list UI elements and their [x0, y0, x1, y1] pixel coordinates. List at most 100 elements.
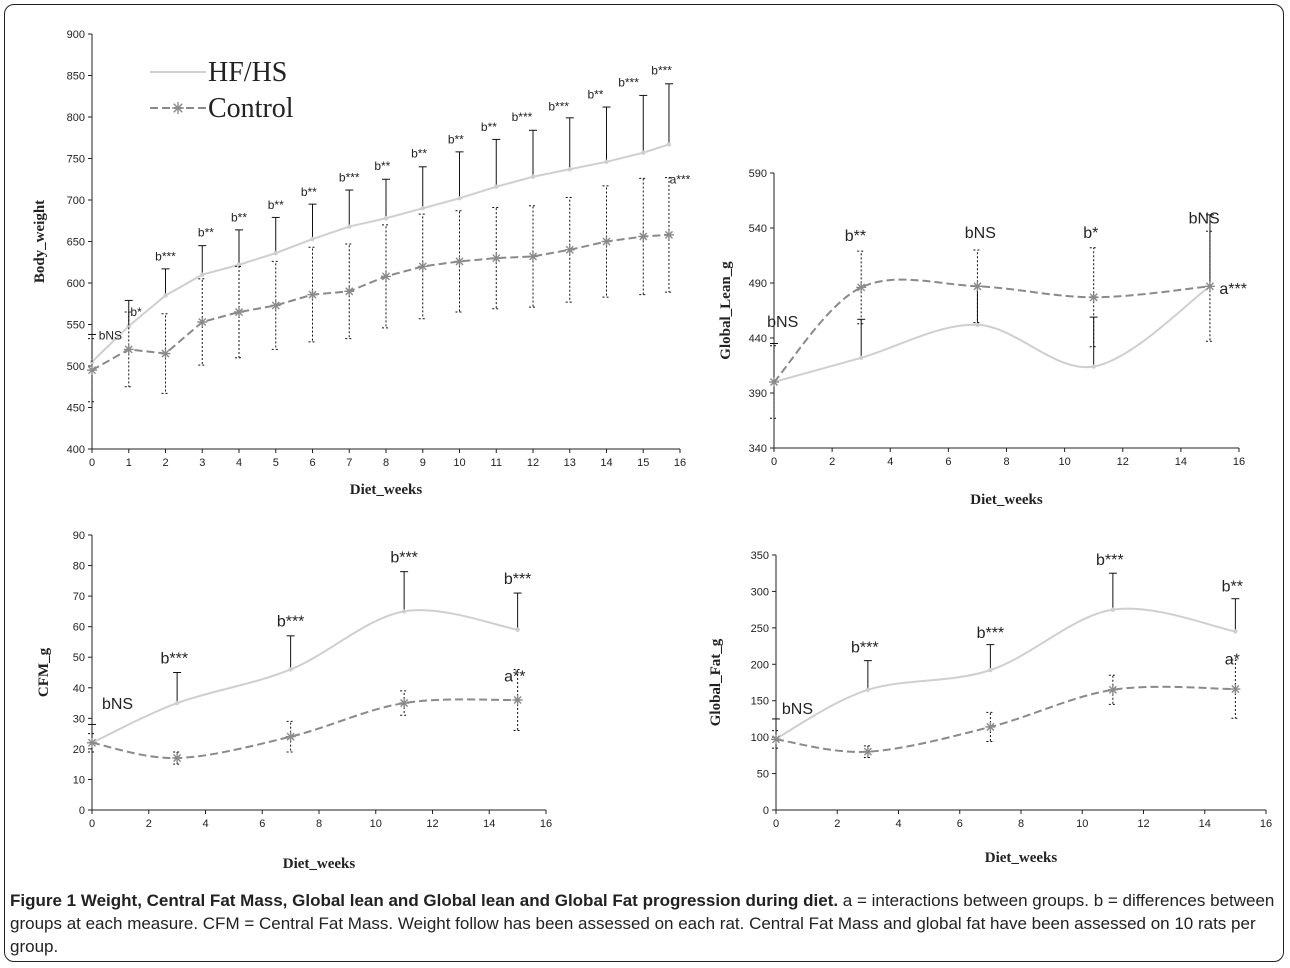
error-bar	[286, 635, 295, 670]
x-tick-label: 12	[1137, 818, 1149, 830]
y-tick-label: 550	[67, 320, 85, 332]
error-bar	[173, 672, 182, 704]
data-point	[604, 159, 609, 165]
data-point	[172, 753, 183, 764]
x-tick-label: 8	[383, 457, 389, 469]
y-tick-label: 200	[751, 659, 769, 671]
significance-label: b**	[587, 88, 603, 102]
error-bar	[198, 278, 207, 366]
significance-label: b**	[481, 120, 497, 134]
x-tick-label: 6	[309, 457, 315, 469]
y-tick-label: 50	[757, 769, 769, 781]
x-tick-label: 5	[273, 457, 279, 469]
x-tick-label: 8	[1018, 818, 1024, 830]
error-bar	[986, 711, 995, 743]
data-point	[399, 698, 410, 709]
x-tick-label: 12	[527, 457, 539, 469]
x-tick-label: 14	[483, 818, 495, 830]
series-line	[91, 233, 670, 372]
error-bar	[1205, 214, 1214, 287]
y-tick-label: 100	[751, 732, 769, 744]
series-hfhs	[88, 83, 673, 365]
x-tick-label: 0	[89, 457, 95, 469]
significance-label: b***	[277, 614, 305, 631]
data-point	[160, 348, 171, 359]
error-bar	[639, 94, 648, 153]
error-bar	[529, 129, 537, 177]
data-point	[491, 253, 502, 264]
y-tick-label: 700	[67, 195, 85, 207]
data-point	[420, 206, 425, 211]
y-tick-label: 90	[73, 530, 85, 542]
y-tick-label: 600	[67, 278, 85, 290]
x-axis-label: Diet_weeks	[970, 492, 1043, 508]
y-tick-label: 340	[749, 443, 767, 455]
significance-label: b***	[851, 640, 879, 657]
error-bar	[286, 720, 295, 753]
series-hfhs	[772, 572, 1240, 741]
error-bar	[529, 205, 537, 308]
legend-item: HF/HS	[150, 57, 287, 88]
y-tick-label: 150	[751, 696, 769, 708]
x-tick-label: 0	[773, 818, 779, 830]
error-bar	[88, 338, 96, 403]
significance-label: b*	[1083, 225, 1098, 242]
x-tick-label: 2	[829, 456, 835, 468]
error-bar	[492, 138, 501, 187]
data-point	[1230, 684, 1241, 695]
series-line	[773, 278, 1211, 383]
y-tick-label: 440	[749, 333, 767, 345]
data-point	[856, 282, 867, 293]
significance-label: bNS	[99, 328, 122, 342]
error-bar	[161, 268, 170, 296]
x-tick-label: 10	[1076, 818, 1088, 830]
significance-label: b***	[651, 64, 672, 78]
significance-label: b*	[130, 305, 142, 319]
data-point	[1233, 629, 1238, 634]
x-tick-label: 2	[162, 457, 168, 469]
significance-label: b***	[977, 625, 1005, 642]
x-tick-label: 14	[1199, 818, 1211, 830]
data-point	[1204, 281, 1215, 292]
significance-label: b***	[504, 571, 532, 588]
x-tick-label: 6	[957, 818, 963, 830]
y-tick-label: 20	[73, 744, 85, 756]
data-point	[1110, 607, 1116, 612]
significance-label: b***	[339, 171, 360, 185]
significance-label: b***	[512, 110, 533, 124]
significance-label: bNS	[102, 696, 133, 713]
x-tick-label: 4	[236, 457, 242, 469]
significance-label: a**	[504, 669, 525, 686]
data-point	[236, 262, 242, 267]
y-tick-label: 0	[79, 805, 85, 817]
y-tick-label: 900	[67, 29, 85, 41]
x-tick-label: 16	[1233, 456, 1245, 468]
data-point	[307, 289, 318, 300]
data-point	[641, 150, 646, 155]
legend: HF/HS Control	[150, 57, 294, 124]
x-tick-label: 16	[1260, 818, 1272, 830]
series-hfhs	[88, 571, 522, 745]
significance-label: bNS	[767, 314, 798, 331]
error-bar	[602, 106, 611, 162]
error-bar	[382, 224, 390, 329]
x-tick-label: 14	[600, 457, 612, 469]
significance-label: bNS	[1189, 211, 1220, 228]
y-tick-label: 400	[67, 444, 85, 456]
x-tick-label: 0	[89, 818, 95, 830]
data-point	[234, 307, 244, 318]
x-tick-label: 8	[1003, 456, 1009, 468]
significance-label: a***	[1219, 281, 1247, 298]
data-point	[1107, 684, 1118, 695]
error-bar	[308, 246, 317, 343]
error-bar	[565, 197, 574, 303]
x-tick-label: 9	[420, 457, 426, 469]
error-bar	[639, 177, 648, 296]
data-point	[87, 365, 97, 376]
y-tick-label: 450	[67, 403, 85, 415]
error-bar	[418, 213, 427, 320]
error-bar	[492, 206, 501, 310]
caption-text: a = interactions between groups. b = dif…	[10, 891, 1275, 956]
significance-label: b**	[448, 133, 464, 147]
y-tick-label: 70	[73, 591, 85, 603]
